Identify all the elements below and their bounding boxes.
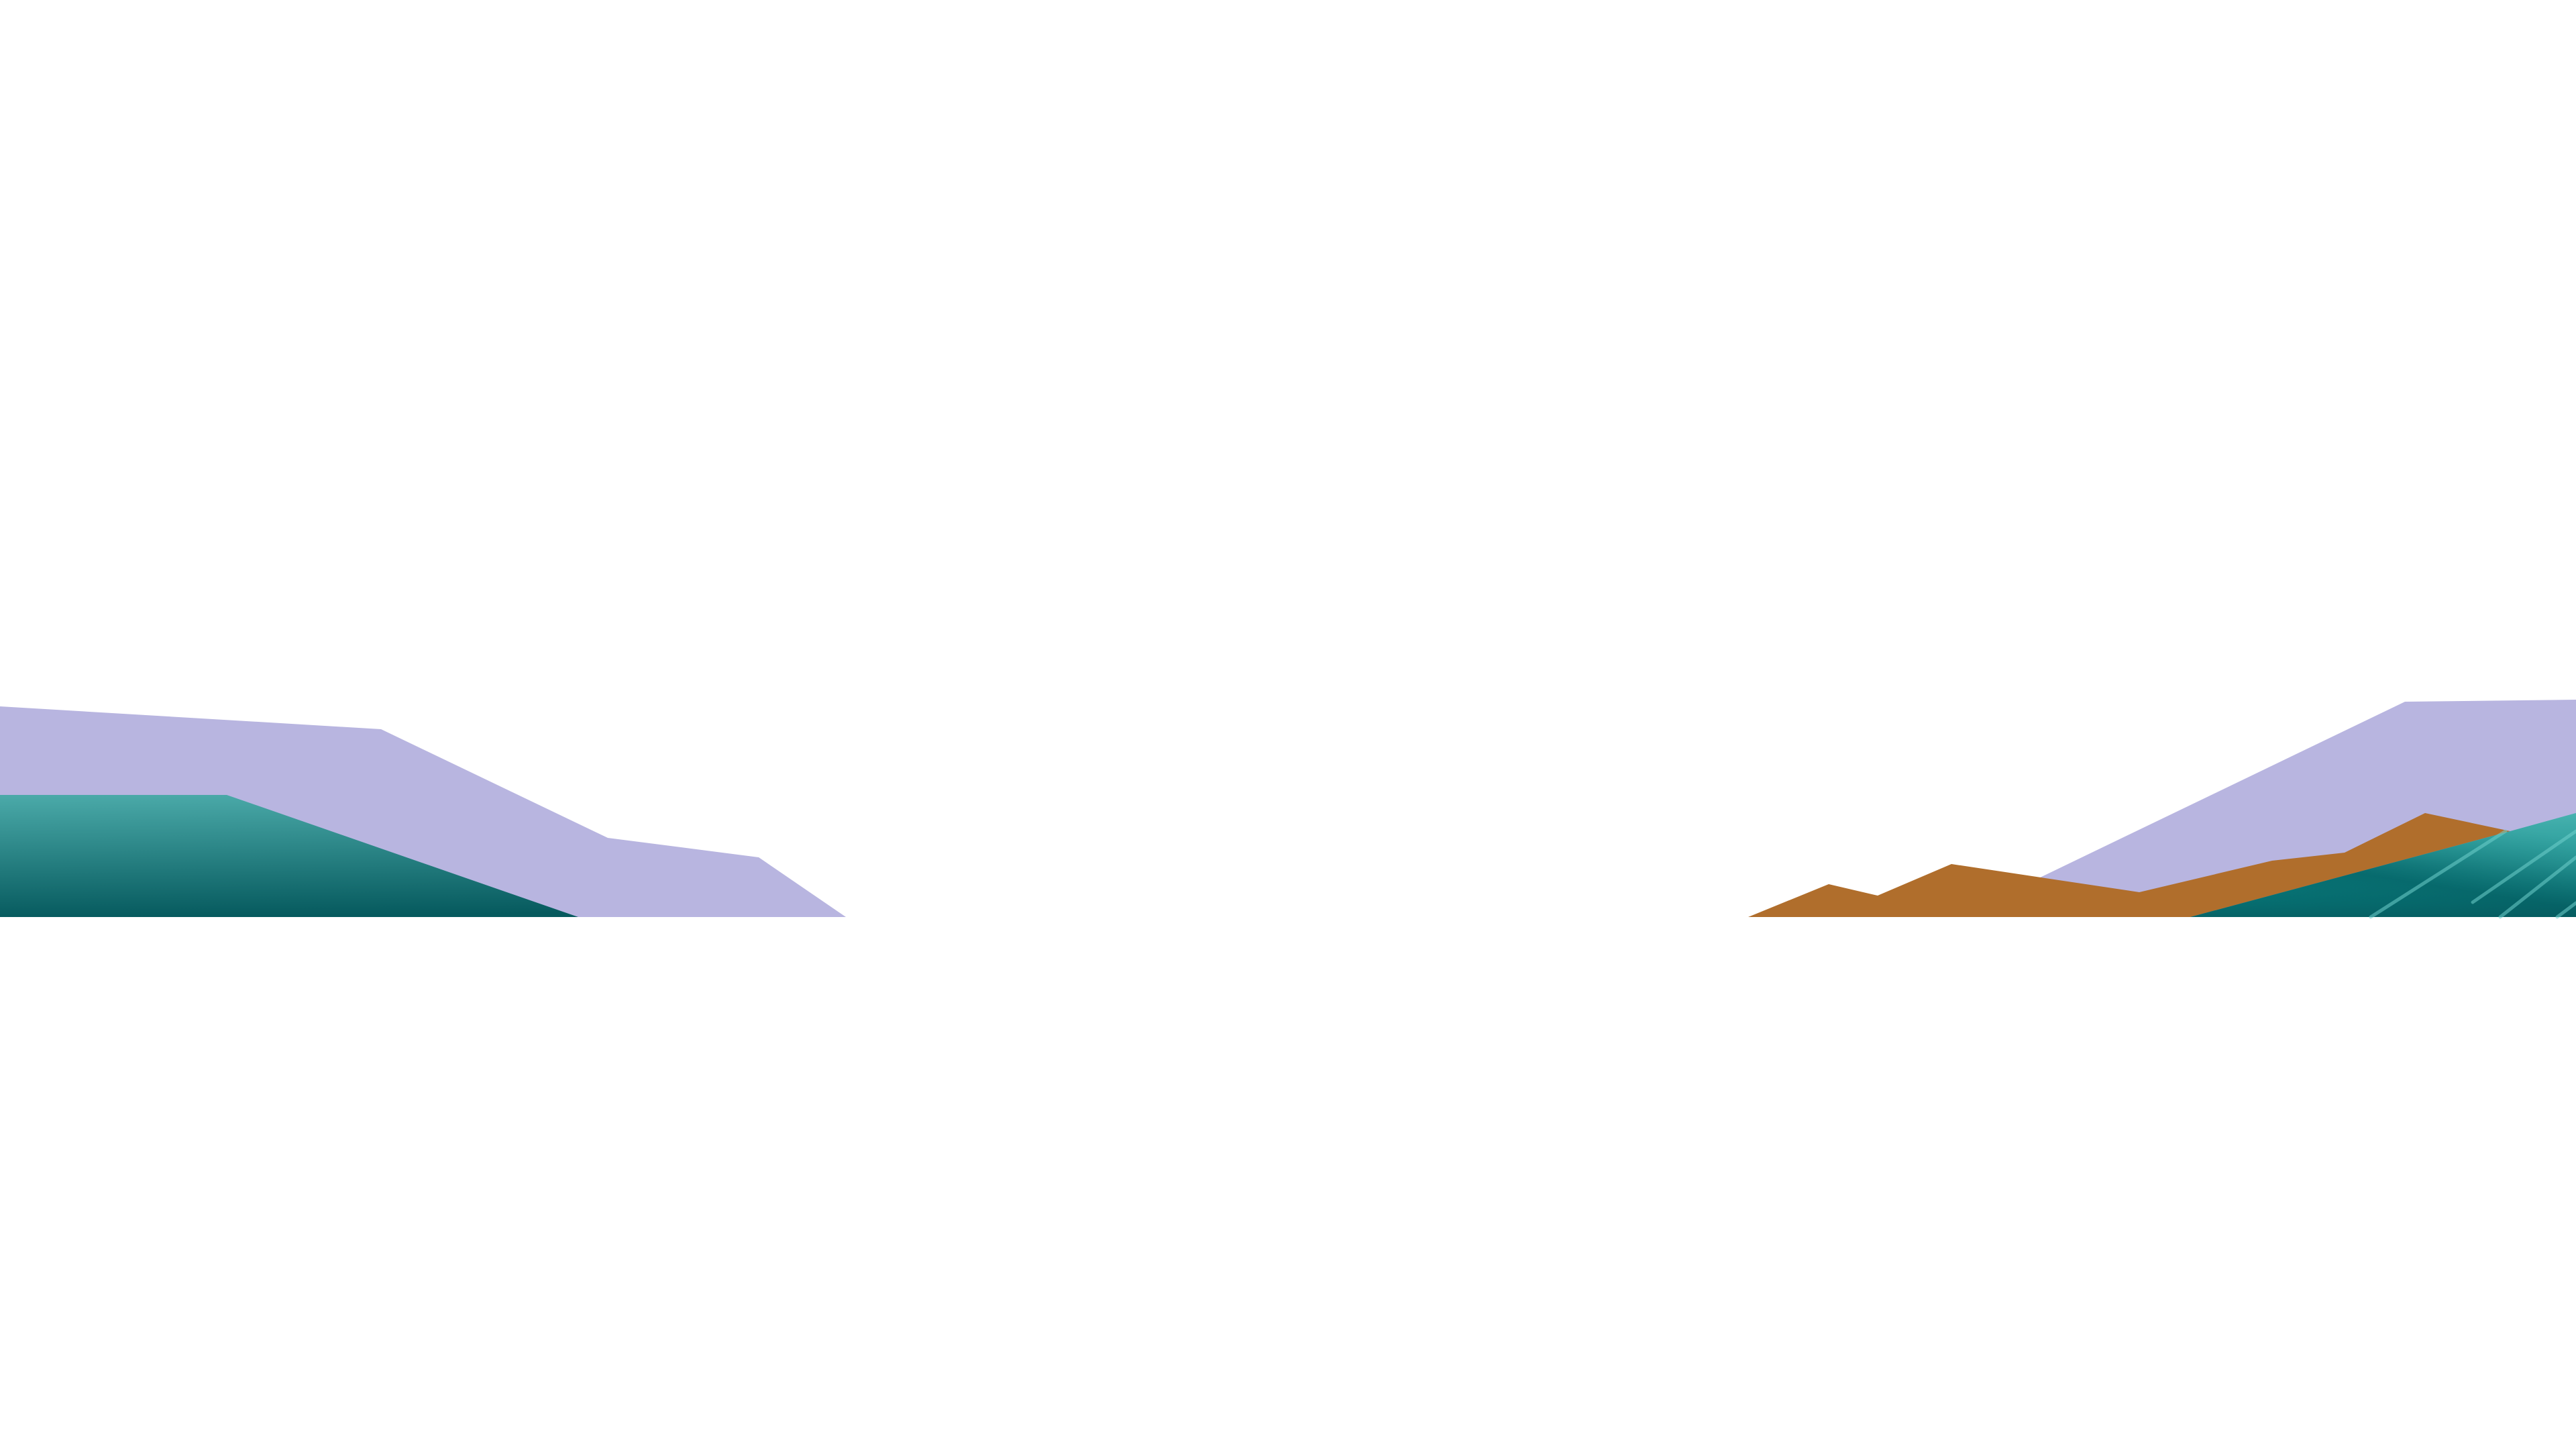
right-teal-hill-shade [2190, 813, 2576, 917]
left-teal-hill [0, 795, 578, 917]
streak [2498, 855, 2576, 919]
streak [2471, 829, 2576, 904]
teal-hill-streaks [2369, 829, 2576, 919]
streak [2555, 901, 2576, 919]
right-brown-ridge [1748, 813, 2510, 917]
streak [2369, 829, 2508, 919]
